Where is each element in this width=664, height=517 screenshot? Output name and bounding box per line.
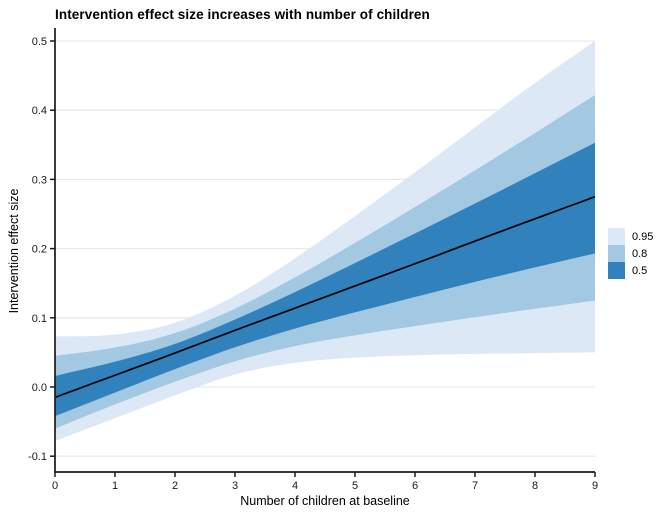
chart-title: Intervention effect size increases with … — [55, 7, 430, 22]
y-tick-label: 0.4 — [32, 105, 47, 117]
y-tick-label: -0.1 — [28, 451, 47, 463]
legend-item: 0.95 — [608, 228, 653, 245]
x-tick-label: 1 — [112, 480, 118, 492]
legend-label: 0.8 — [632, 247, 648, 260]
x-tick-label: 8 — [532, 480, 538, 492]
x-tick-label: 3 — [232, 480, 238, 492]
legend-swatch-095-icon — [608, 228, 625, 245]
legend-item: 0.8 — [608, 245, 653, 262]
legend-label: 0.95 — [632, 230, 654, 243]
y-tick-label: 0.2 — [32, 244, 47, 256]
x-tick-label: 9 — [592, 480, 598, 492]
y-tick-label: 0.5 — [32, 36, 47, 48]
y-tick-label: 0.3 — [32, 174, 47, 186]
x-tick-label: 4 — [292, 480, 298, 492]
x-tick-label: 2 — [172, 480, 178, 492]
y-tick-label: 0.1 — [32, 313, 47, 325]
legend-swatch-05-icon — [608, 262, 625, 279]
x-tick-label: 6 — [412, 480, 418, 492]
y-tick-label: 0.0 — [32, 382, 47, 394]
x-axis-title: Number of children at baseline — [240, 494, 410, 508]
legend-item: 0.5 — [608, 262, 653, 279]
x-tick-label: 5 — [352, 480, 358, 492]
x-tick-label: 7 — [472, 480, 478, 492]
x-tick-label: 0 — [52, 480, 58, 492]
legend: 0.95 0.8 0.5 — [608, 228, 653, 279]
legend-swatch-08-icon — [608, 245, 625, 262]
legend-label: 0.5 — [632, 264, 648, 277]
y-axis-title: Intervention effect size — [7, 188, 21, 314]
